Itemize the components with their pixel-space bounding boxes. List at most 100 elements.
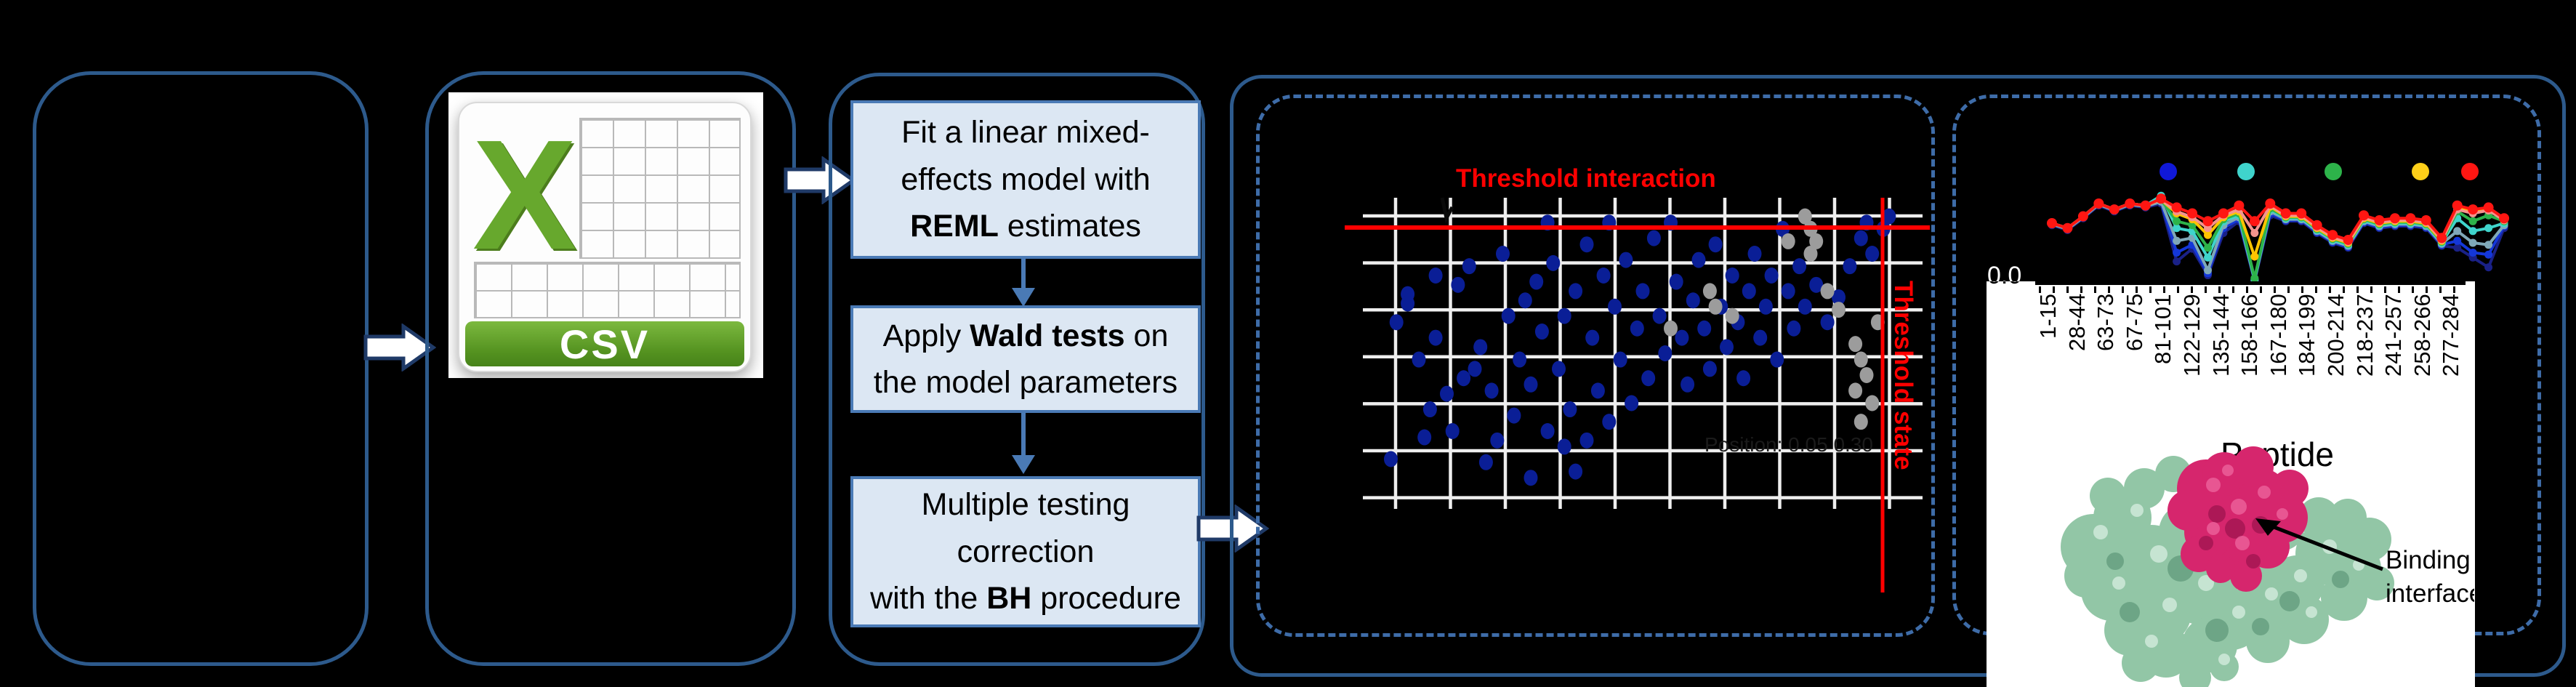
axis-tick [2094, 286, 2096, 293]
series-marker [2280, 208, 2291, 219]
results-group-box [1230, 75, 2566, 677]
y-axis-zero-label: 0.0 0.0 [1987, 262, 2022, 289]
data-point-blue [1513, 351, 1527, 368]
peptide-label: 218-237 [2351, 294, 2378, 377]
data-point-blue [1798, 298, 1812, 315]
data-point-blue [1473, 339, 1488, 355]
data-point-blue [1490, 432, 1505, 449]
axis-tick [2080, 286, 2082, 293]
series-marker [2250, 252, 2259, 261]
series-marker [2204, 230, 2212, 239]
axis-tick [2149, 286, 2152, 293]
axis-tick [2136, 286, 2138, 293]
axis-tick [2301, 286, 2303, 293]
data-point-blue [1720, 339, 1734, 355]
data-point-blue [1736, 370, 1751, 387]
data-point-blue [1445, 423, 1460, 439]
data-point-blue [1585, 329, 1600, 346]
data-point-blue [1658, 345, 1673, 361]
axis-tick [2370, 286, 2372, 293]
data-point-gray [1798, 208, 1812, 225]
data-point-blue [1412, 351, 1426, 368]
data-point-blue [1843, 258, 1857, 275]
series-marker [2140, 200, 2151, 211]
data-point-blue [1484, 382, 1499, 399]
series-marker [2374, 214, 2385, 225]
axis-tick [2122, 286, 2124, 293]
peptide-label: 277-284 [2438, 294, 2464, 377]
peptide-label: 1-15 [2035, 294, 2061, 340]
data-point-blue [1787, 320, 1801, 337]
data-point-blue [1697, 320, 1712, 337]
series-marker [2327, 230, 2338, 241]
series-marker [2234, 200, 2245, 211]
data-point-blue [1440, 385, 1454, 402]
data-point-blue [1613, 351, 1627, 368]
step-fit-lmm: Fit a linear mixed-effects model with REM… [850, 100, 1201, 259]
data-point-blue [1524, 470, 1538, 486]
data-point-blue [1557, 438, 1571, 455]
uptake-line-chart [2047, 163, 2510, 286]
data-point-blue [1428, 329, 1443, 346]
data-point-blue [1417, 429, 1432, 446]
data-point-blue [1742, 283, 1756, 300]
axis-tick [2343, 286, 2345, 293]
csv-file-card: X CSV [448, 92, 763, 378]
axis-tick [2191, 286, 2193, 293]
peptide-label: 28-44 [2064, 294, 2090, 352]
data-point-blue [1451, 276, 1465, 293]
axis-tick [2426, 286, 2428, 293]
series-marker [2204, 253, 2212, 262]
series-marker [2484, 224, 2493, 233]
series-marker [2173, 236, 2181, 245]
data-point-blue [1590, 382, 1605, 399]
data-point-blue [1496, 246, 1510, 262]
axis-tick [2439, 286, 2442, 293]
step-bh-correction: Multiple testing correction with the BH pr… [850, 476, 1201, 627]
series-marker [2468, 217, 2477, 225]
data-point-blue [1579, 236, 1594, 253]
series-marker [2109, 204, 2120, 215]
axis-tick [2287, 286, 2290, 293]
csv-box [425, 71, 796, 666]
series-marker [2453, 244, 2462, 252]
data-point-gray [1848, 336, 1863, 353]
data-point-gray [1853, 351, 1868, 368]
axis-tick [2356, 286, 2359, 293]
series-marker [2484, 241, 2493, 249]
data-point-gray [1725, 308, 1739, 324]
axis-tick [2177, 286, 2179, 293]
series-marker [2062, 222, 2073, 233]
data-point-gray [1702, 283, 1717, 300]
axis-tick [2218, 286, 2221, 293]
data-point-blue [1468, 361, 1482, 377]
peptide-label: 241-257 [2380, 294, 2407, 377]
peptide-label: 122-129 [2179, 294, 2205, 377]
data-point-blue [1422, 401, 1437, 418]
data-point-gray [1664, 320, 1678, 337]
data-point-blue [1669, 273, 1683, 290]
data-point-blue [1630, 320, 1644, 337]
data-point-gray [1820, 283, 1835, 300]
series-marker [2204, 244, 2212, 252]
cursor-mark [1440, 197, 1454, 224]
axis-tick [2412, 286, 2414, 293]
legend-dot [2461, 163, 2479, 180]
peptide-axis-line [2035, 281, 2466, 285]
data-point-gray [1848, 382, 1863, 399]
threshold-interaction-label: Threshold interaction [1456, 164, 1716, 193]
data-point-blue [1725, 268, 1739, 284]
series-marker [2453, 227, 2462, 236]
data-point-blue [1462, 258, 1476, 275]
csv-label: CSV [559, 321, 651, 367]
data-point-gray [1803, 246, 1818, 262]
data-point-blue [1540, 423, 1555, 439]
protein-structure-image [2061, 446, 2394, 687]
axis-tick [2066, 286, 2069, 293]
series-marker [2468, 249, 2477, 257]
peptide-label: 200-214 [2323, 294, 2348, 377]
series-marker [2468, 227, 2477, 236]
data-point-blue [1534, 324, 1549, 340]
csv-banner: CSV [465, 321, 744, 367]
